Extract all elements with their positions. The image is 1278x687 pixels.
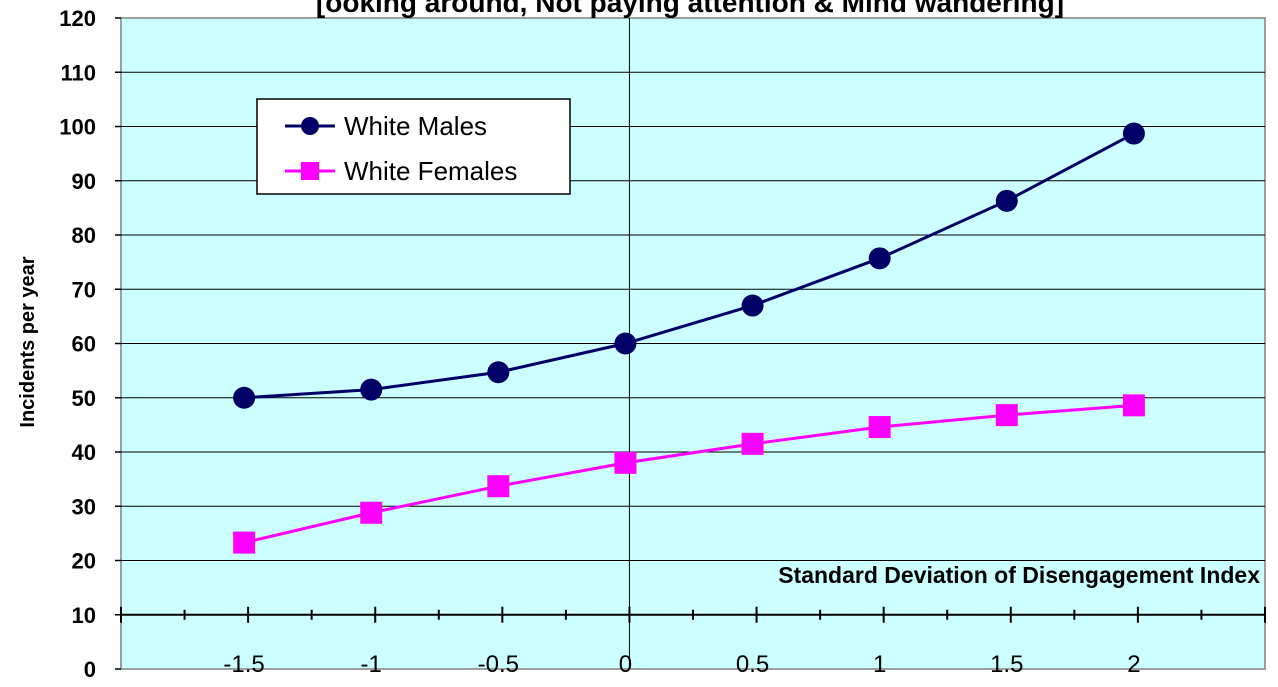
- x-tick-label: -1: [361, 651, 382, 678]
- data-point: [1122, 122, 1145, 145]
- x-tick-label: 1.5: [990, 651, 1023, 678]
- y-tick-label: 60: [72, 332, 96, 357]
- data-point: [360, 378, 383, 401]
- x-tick-label: -0.5: [478, 651, 519, 678]
- y-tick-label: 70: [72, 277, 96, 302]
- data-point: [360, 501, 383, 524]
- data-point: [1122, 394, 1145, 417]
- x-tick-label: 0.5: [736, 651, 769, 678]
- axes: [115, 17, 1266, 670]
- legend-marker: [301, 162, 319, 180]
- data-point: [868, 247, 891, 270]
- y-tick-labels: 0 10 20 30 40 50 60 70 80 90 100 110 120: [59, 6, 96, 682]
- legend-label: White Males: [344, 111, 487, 141]
- series-line: [244, 132, 1135, 400]
- x-tick-label: -1.5: [223, 651, 264, 678]
- data-point: [233, 531, 256, 554]
- series-white-males: [233, 122, 1145, 409]
- y-tick-label: 40: [72, 440, 96, 465]
- legend-marker: [301, 117, 319, 135]
- y-tick-label: 80: [72, 223, 96, 248]
- y-axis-label: Incidents per year: [17, 256, 39, 427]
- legend-entry: White Males: [285, 111, 487, 141]
- series-layer: [233, 122, 1145, 554]
- data-point: [614, 451, 637, 474]
- y-tick-label: 20: [72, 549, 96, 574]
- x-tick-label: 0: [619, 651, 632, 678]
- y-tick-label: 90: [72, 169, 96, 194]
- series-line: [243, 403, 1135, 545]
- data-point: [995, 189, 1018, 212]
- legend-label: White Females: [344, 156, 517, 186]
- data-point: [741, 432, 764, 455]
- y-tick-label: 100: [59, 115, 96, 140]
- x-tick-label: 1: [873, 651, 886, 678]
- data-point: [487, 475, 510, 498]
- legend-entry: White Females: [285, 156, 517, 186]
- data-point: [614, 332, 637, 355]
- y-tick-label: 50: [72, 386, 96, 411]
- data-point: [233, 386, 256, 409]
- data-point: [741, 294, 764, 317]
- data-point: [868, 416, 891, 439]
- x-tick-label: 2: [1127, 651, 1140, 678]
- x-axis-label: Standard Deviation of Disengagement Inde…: [778, 562, 1260, 588]
- series-white-females: [233, 394, 1145, 554]
- y-tick-label: 120: [59, 6, 96, 31]
- data-point: [487, 361, 510, 384]
- data-point: [995, 404, 1018, 427]
- y-tick-label: 10: [72, 603, 96, 628]
- y-tick-label: 0: [84, 657, 96, 682]
- x-tick-labels: -1.5 -1 -0.5 0 0.5 1 1.5 2: [223, 651, 1140, 678]
- legend: White Males White Females: [256, 98, 571, 195]
- chart-title: [ooking around, Not paying attention & M…: [316, 0, 1064, 18]
- y-tick-label: 30: [72, 494, 96, 519]
- y-tick-label: 110: [61, 60, 97, 85]
